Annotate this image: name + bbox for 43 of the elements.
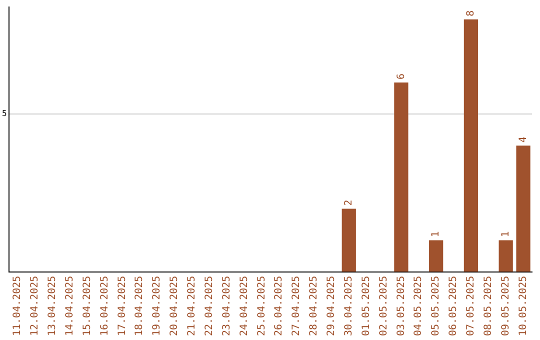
data-label: 4 [518,136,529,143]
x-tick-label: 03.05.2025 [396,276,407,336]
x-tick-label: 02.05.2025 [378,276,390,336]
x-tick-label: 12.04.2025 [30,276,41,336]
data-label: 1 [500,231,512,238]
x-tick-label: 04.05.2025 [413,276,424,336]
x-tick-label: 17.04.2025 [116,276,128,336]
bar [429,240,444,272]
x-tick-label: 16.04.2025 [99,276,110,336]
bar [394,82,408,272]
x-tick-label: 10.05.2025 [518,276,529,336]
x-tick-label: 11.04.2025 [12,276,24,336]
x-tick-label: 29.04.2025 [326,276,338,336]
x-tick-label: 23.04.2025 [221,276,232,336]
x-tick-label: 18.04.2025 [134,276,146,336]
bar [464,19,478,272]
x-tick-label: 30.04.2025 [343,276,354,336]
x-tick-label: 14.04.2025 [64,276,76,336]
x-tick-label: 08.05.2025 [482,276,494,336]
y-tick-label: 5 [2,109,7,118]
x-tick-label: 15.04.2025 [82,276,93,336]
x-tick-label: 13.04.2025 [47,276,58,336]
x-tick-label: 21.04.2025 [186,276,198,336]
x-tick-label: 25.04.2025 [256,276,268,336]
x-tick-label: 20.04.2025 [169,276,180,336]
data-label: 8 [466,10,477,16]
x-tick-label: 01.05.2025 [360,276,372,336]
x-tick-label: 06.05.2025 [448,276,460,336]
data-label: 1 [430,231,442,238]
x-tick-label: 05.05.2025 [430,276,442,336]
bar [342,208,356,272]
x-tick-label: 07.05.2025 [466,276,477,336]
data-label: 6 [396,73,407,80]
x-tick-label: 09.05.2025 [500,276,512,336]
x-tick-label: 24.04.2025 [238,276,250,336]
data-label: 2 [343,200,354,206]
bar [498,240,513,272]
x-tick-label: 19.04.2025 [152,276,163,336]
x-tick-label: 26.04.2025 [274,276,285,336]
bar [516,146,530,272]
x-tick-label: 28.04.2025 [308,276,320,336]
x-tick-label: 27.04.2025 [291,276,302,336]
x-tick-label: 22.04.2025 [204,276,215,336]
